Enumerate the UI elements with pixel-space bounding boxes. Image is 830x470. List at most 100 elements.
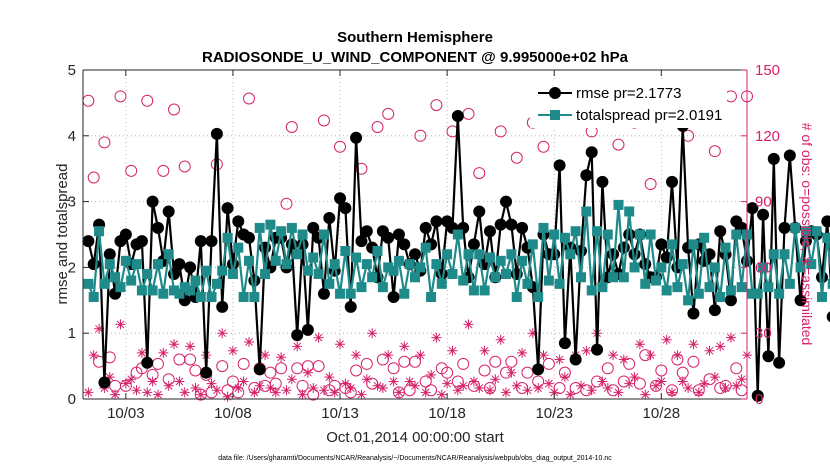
rmse-point: [666, 175, 679, 188]
obs-assimilated-point: [511, 380, 522, 391]
totalspread-point: [442, 249, 453, 260]
rmse-point: [360, 225, 373, 238]
totalspread-point: [410, 272, 420, 283]
totalspread-point: [88, 292, 99, 303]
obs-assimilated-point: [270, 387, 281, 398]
obs-assimilated-point: [345, 383, 356, 393]
totalspread-point: [142, 268, 153, 279]
totalspread-point: [634, 229, 645, 240]
rmse-point: [558, 337, 571, 350]
totalspread-point: [104, 259, 115, 270]
rmse-point: [746, 202, 759, 215]
obs-possible-point: [312, 360, 325, 373]
obs-assimilated-point: [699, 378, 710, 389]
chart-title: Southern Hemisphere: [337, 29, 493, 46]
y2-tick-label: 60: [755, 259, 772, 276]
rmse-point: [339, 202, 352, 215]
rmse-point: [355, 235, 368, 248]
x-tick-label: 10/18: [428, 405, 466, 422]
rmse-point: [639, 258, 652, 271]
chart-subtitle: RADIOSONDE_U_WIND_COMPONENT @ 9.995000e+…: [202, 49, 629, 66]
obs-assimilated-point: [704, 345, 715, 356]
totalspread-point: [99, 278, 110, 289]
totalspread-point: [608, 272, 619, 283]
totalspread-point: [624, 206, 635, 217]
obs-assimilated-point: [667, 387, 677, 398]
obs-assimilated-point: [249, 387, 260, 398]
obs-assimilated-point: [335, 339, 345, 350]
obs-assimilated-point: [104, 372, 115, 383]
obs-possible-point: [612, 138, 625, 151]
obs-assimilated-point: [324, 372, 335, 383]
totalspread-point: [506, 249, 517, 260]
totalspread-point: [431, 259, 442, 270]
rmse-point: [580, 169, 593, 182]
y2-tick-label: 0: [755, 391, 763, 408]
obs-assimilated-point: [233, 383, 244, 393]
rmse-point: [194, 235, 207, 248]
rmse-point: [291, 329, 304, 342]
obs-assimilated-point: [501, 387, 511, 398]
rmse-point: [687, 307, 700, 320]
rmse-point: [135, 235, 148, 248]
obs-assimilated-point: [715, 341, 726, 352]
obs-possible-point: [505, 355, 518, 368]
obs-assimilated-point: [522, 385, 533, 396]
rmse-point: [778, 221, 791, 234]
totalspread-point: [645, 229, 656, 240]
obs-assimilated-point: [153, 389, 163, 400]
data-file-footnote: data file: /Users/gharamti/Documents/NCA…: [218, 455, 612, 462]
obs-possible-point: [708, 145, 721, 158]
rmse-point: [98, 376, 111, 389]
rmse-point: [409, 248, 421, 261]
totalspread-point: [827, 278, 830, 289]
obs-assimilated-point: [217, 328, 228, 339]
obs-assimilated-point: [410, 380, 420, 391]
obs-assimilated-point: [185, 341, 196, 352]
rmse-point: [762, 350, 775, 363]
obs-assimilated-point: [543, 378, 554, 389]
totalspread-point: [179, 282, 190, 293]
obs-assimilated-point: [281, 385, 292, 396]
rmse-point: [494, 218, 507, 231]
obs-assimilated-point: [490, 374, 501, 385]
obs-assimilated-point: [227, 345, 238, 356]
totalspread-point: [115, 282, 126, 293]
totalspread-point: [345, 288, 356, 299]
rmse-point: [430, 215, 443, 228]
totalspread-point: [522, 278, 533, 289]
obs-possible-point: [510, 151, 523, 164]
obs-assimilated-point: [313, 332, 324, 343]
totalspread-point: [120, 255, 131, 266]
obs-assimilated-point: [640, 389, 651, 400]
obs-possible-point: [387, 362, 400, 375]
rmse-point: [141, 356, 154, 369]
totalspread-point: [543, 275, 554, 286]
obs-assimilated-point: [308, 383, 319, 393]
rmse-point: [783, 149, 796, 162]
totalspread-point: [131, 259, 142, 270]
totalspread-point: [570, 226, 581, 237]
totalspread-point: [206, 292, 217, 303]
obs-assimilated-point: [276, 352, 287, 363]
legend-spread-label: totalspread pr=2.0191: [576, 107, 722, 124]
obs-assimilated-point: [656, 376, 667, 387]
obs-assimilated-point: [110, 389, 121, 400]
obs-assimilated-point: [222, 391, 233, 402]
totalspread-point: [447, 268, 458, 279]
legend-box: [530, 80, 727, 128]
totalspread-point: [233, 242, 244, 253]
obs-assimilated-point: [677, 376, 688, 387]
totalspread-point: [768, 249, 779, 260]
obs-assimilated-point: [158, 347, 169, 358]
totalspread-point: [474, 249, 485, 260]
rmse-point: [216, 300, 229, 313]
rmse-point: [591, 343, 604, 356]
obs-assimilated-point: [244, 337, 254, 347]
legend-spread-marker: [550, 110, 560, 120]
totalspread-point: [806, 259, 817, 270]
obs-assimilated-point: [693, 387, 704, 398]
totalspread-point: [795, 262, 806, 273]
totalspread-point: [774, 288, 785, 299]
obs-assimilated-point: [329, 387, 340, 398]
